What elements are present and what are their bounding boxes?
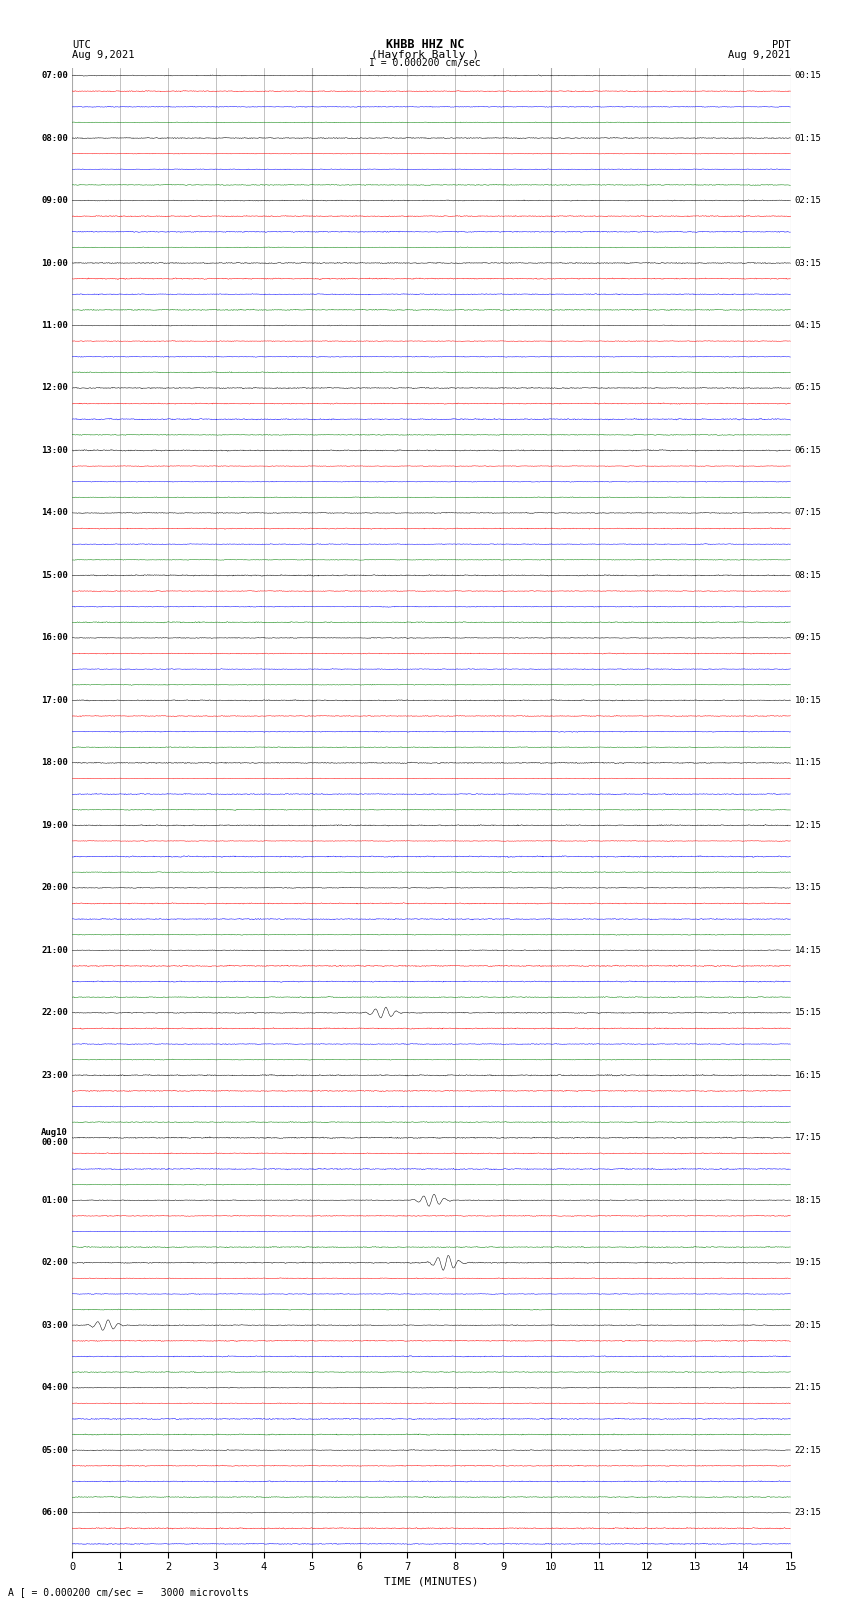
Text: 23:00: 23:00 <box>41 1071 68 1079</box>
Text: I = 0.000200 cm/sec: I = 0.000200 cm/sec <box>369 58 481 68</box>
Text: (Hayfork Bally ): (Hayfork Bally ) <box>371 50 479 60</box>
Text: 19:00: 19:00 <box>41 821 68 829</box>
Text: 11:00: 11:00 <box>41 321 68 331</box>
Text: 06:15: 06:15 <box>795 445 822 455</box>
Text: 04:00: 04:00 <box>41 1384 68 1392</box>
Text: 02:00: 02:00 <box>41 1258 68 1268</box>
Text: 01:00: 01:00 <box>41 1195 68 1205</box>
Text: 16:00: 16:00 <box>41 634 68 642</box>
Text: 05:00: 05:00 <box>41 1445 68 1455</box>
Text: 00:15: 00:15 <box>795 71 822 81</box>
Text: 18:15: 18:15 <box>795 1195 822 1205</box>
Text: 13:15: 13:15 <box>795 884 822 892</box>
Text: 22:00: 22:00 <box>41 1008 68 1018</box>
Text: 12:15: 12:15 <box>795 821 822 829</box>
Text: 15:00: 15:00 <box>41 571 68 581</box>
Text: 18:00: 18:00 <box>41 758 68 768</box>
Text: 02:15: 02:15 <box>795 197 822 205</box>
Text: 09:00: 09:00 <box>41 197 68 205</box>
Text: UTC: UTC <box>72 40 91 50</box>
Text: 21:00: 21:00 <box>41 945 68 955</box>
Text: PDT: PDT <box>772 40 791 50</box>
Text: 12:00: 12:00 <box>41 384 68 392</box>
Text: 14:00: 14:00 <box>41 508 68 518</box>
Text: Aug 9,2021: Aug 9,2021 <box>72 50 135 60</box>
Text: 03:00: 03:00 <box>41 1321 68 1329</box>
Text: 20:00: 20:00 <box>41 884 68 892</box>
Text: 10:00: 10:00 <box>41 258 68 268</box>
Text: 08:15: 08:15 <box>795 571 822 581</box>
Text: 17:15: 17:15 <box>795 1134 822 1142</box>
Text: 22:15: 22:15 <box>795 1445 822 1455</box>
Text: 16:15: 16:15 <box>795 1071 822 1079</box>
Text: 04:15: 04:15 <box>795 321 822 331</box>
Text: 19:15: 19:15 <box>795 1258 822 1268</box>
Text: 14:15: 14:15 <box>795 945 822 955</box>
Text: 07:15: 07:15 <box>795 508 822 518</box>
Text: 23:15: 23:15 <box>795 1508 822 1518</box>
X-axis label: TIME (MINUTES): TIME (MINUTES) <box>384 1576 479 1586</box>
Text: 09:15: 09:15 <box>795 634 822 642</box>
Text: 03:15: 03:15 <box>795 258 822 268</box>
Text: 08:00: 08:00 <box>41 134 68 142</box>
Text: Aug 9,2021: Aug 9,2021 <box>728 50 791 60</box>
Text: KHBB HHZ NC: KHBB HHZ NC <box>386 37 464 50</box>
Text: 01:15: 01:15 <box>795 134 822 142</box>
Text: 07:00: 07:00 <box>41 71 68 81</box>
Text: A [ = 0.000200 cm/sec =   3000 microvolts: A [ = 0.000200 cm/sec = 3000 microvolts <box>8 1587 249 1597</box>
Text: 10:15: 10:15 <box>795 695 822 705</box>
Text: Aug10
00:00: Aug10 00:00 <box>41 1127 68 1147</box>
Text: 05:15: 05:15 <box>795 384 822 392</box>
Text: 13:00: 13:00 <box>41 445 68 455</box>
Text: 15:15: 15:15 <box>795 1008 822 1018</box>
Text: 17:00: 17:00 <box>41 695 68 705</box>
Text: 11:15: 11:15 <box>795 758 822 768</box>
Text: 06:00: 06:00 <box>41 1508 68 1518</box>
Text: 21:15: 21:15 <box>795 1384 822 1392</box>
Text: 20:15: 20:15 <box>795 1321 822 1329</box>
